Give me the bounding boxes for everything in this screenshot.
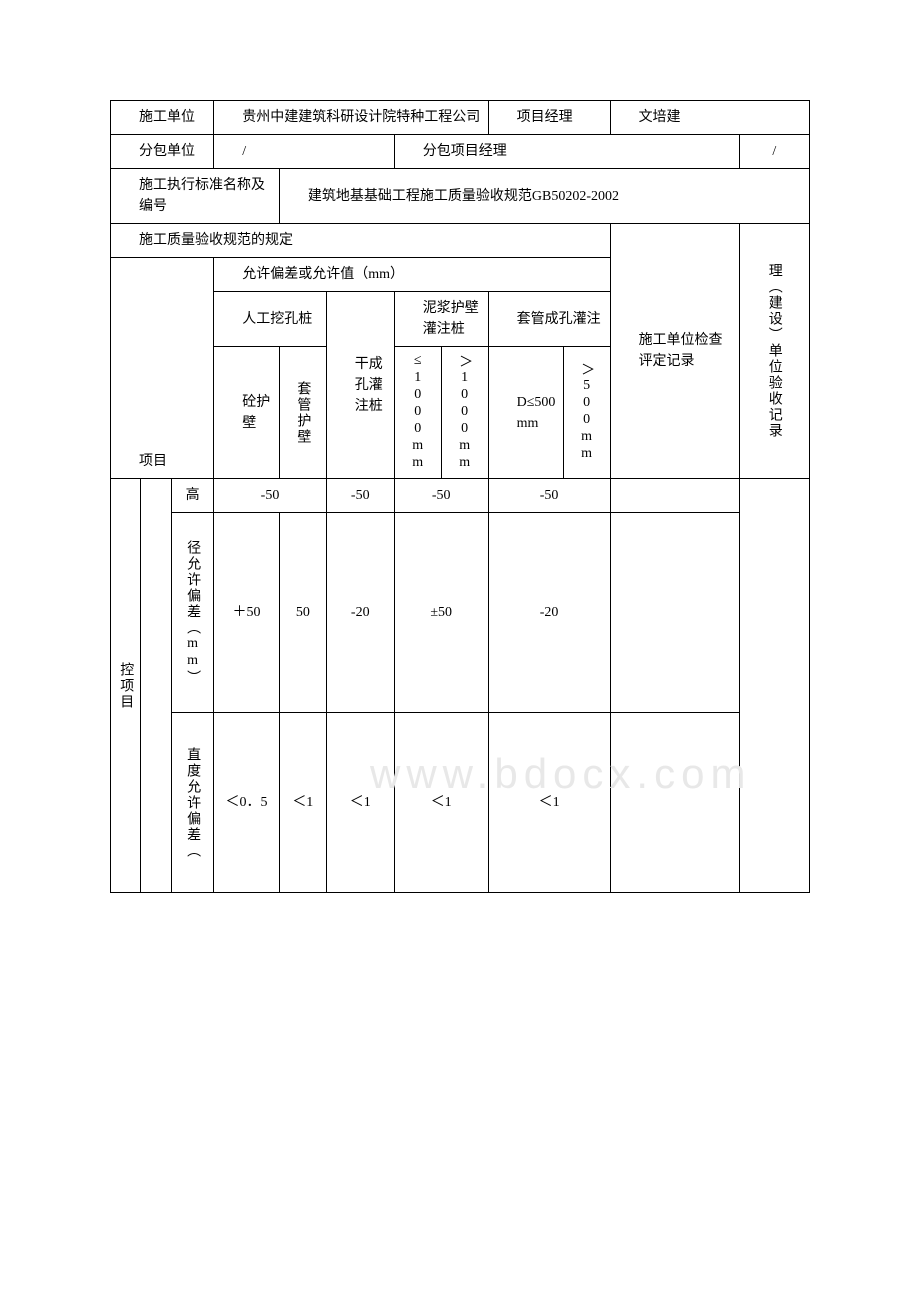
table-row: 施工质量验收规范的规定 施工单位检查评定记录 理（建设）单位验收记录 <box>111 224 810 258</box>
table-row: 施工执行标准名称及编号 建筑地基基础工程施工质量验收规范GB50202-2002 <box>111 169 810 224</box>
r3-v2: ＜1 <box>279 713 326 893</box>
gt1000-header: ＞1000mm <box>441 347 488 479</box>
subcontractor-value: / <box>214 135 395 169</box>
le1000-header: ≤1000mm <box>394 347 441 479</box>
item-label: 项目 <box>111 258 214 479</box>
d-le500-header: D≤500mm <box>488 347 563 479</box>
allowed-dev-header: 允许偏差或允许值（mm） <box>214 258 610 292</box>
standard-label: 施工执行标准名称及编号 <box>111 169 280 224</box>
table-row: 施工单位 贵州中建建筑科研设计院特种工程公司 项目经理 文培建 <box>111 101 810 135</box>
spec-title: 施工质量验收规范的规定 <box>111 224 611 258</box>
concrete-wall-header: 砼护壁 <box>214 347 280 479</box>
mud-pile-header: 泥浆护壁灌注桩 <box>394 292 488 347</box>
project-manager-label: 项目经理 <box>488 101 610 135</box>
manual-pile-header: 人工挖孔桩 <box>214 292 327 347</box>
r3-v1: ＜0．5 <box>214 713 280 893</box>
gt500-header: ＞500mm <box>563 347 610 479</box>
blank-serial <box>141 479 171 893</box>
casing-pile-header: 套管成孔灌注 <box>488 292 610 347</box>
r3-v4: ＜1 <box>394 713 488 893</box>
r2-v1: ＋50 <box>214 513 280 713</box>
dry-pile-header: 干成孔灌注桩 <box>326 292 394 479</box>
r2-v2: 50 <box>279 513 326 713</box>
casing-wall-header: 套管护壁 <box>279 347 326 479</box>
r2-record <box>610 513 739 713</box>
r1-label: 高 <box>171 479 213 513</box>
supervisor-record-header: 理（建设）单位验收记录 <box>739 224 809 479</box>
r2-v3: -20 <box>326 513 394 713</box>
project-manager-value: 文培建 <box>610 101 809 135</box>
subcontractor-label: 分包单位 <box>111 135 214 169</box>
main-control-label: 控项目 <box>111 479 141 893</box>
r1-v3: -50 <box>394 479 488 513</box>
page-container: www.bdocx.com 施工单位 贵州中建建筑科研设计院特种工程公司 项目经… <box>110 100 810 893</box>
r1-record <box>610 479 739 513</box>
main-table: 施工单位 贵州中建建筑科研设计院特种工程公司 项目经理 文培建 分包单位 / 分… <box>110 100 810 893</box>
r1-v1: -50 <box>214 479 327 513</box>
table-row: 控项目 高 -50 -50 -50 -50 <box>111 479 810 513</box>
construction-unit-value: 贵州中建建筑科研设计院特种工程公司 <box>214 101 488 135</box>
inspect-record-header: 施工单位检查评定记录 <box>610 224 739 479</box>
r2-v5: -20 <box>488 513 610 713</box>
r1-v2: -50 <box>326 479 394 513</box>
table-row: 分包单位 / 分包项目经理 / <box>111 135 810 169</box>
sub-pm-label: 分包项目经理 <box>394 135 739 169</box>
construction-unit-label: 施工单位 <box>111 101 214 135</box>
r3-v5: ＜1 <box>488 713 610 893</box>
r2-v4: ±50 <box>394 513 488 713</box>
r3-v3: ＜1 <box>326 713 394 893</box>
standard-value: 建筑地基基础工程施工质量验收规范GB50202-2002 <box>279 169 809 224</box>
r3-label: 直度允许偏差（ <box>171 713 213 893</box>
r1-v4: -50 <box>488 479 610 513</box>
table-row: 直度允许偏差（ ＜0．5 ＜1 ＜1 ＜1 ＜1 <box>111 713 810 893</box>
sub-pm-value: / <box>739 135 809 169</box>
r2-label: 径允许偏差（mm） <box>171 513 213 713</box>
supervisor-cell <box>739 479 809 893</box>
r3-record <box>610 713 739 893</box>
table-row: 径允许偏差（mm） ＋50 50 -20 ±50 -20 <box>111 513 810 713</box>
